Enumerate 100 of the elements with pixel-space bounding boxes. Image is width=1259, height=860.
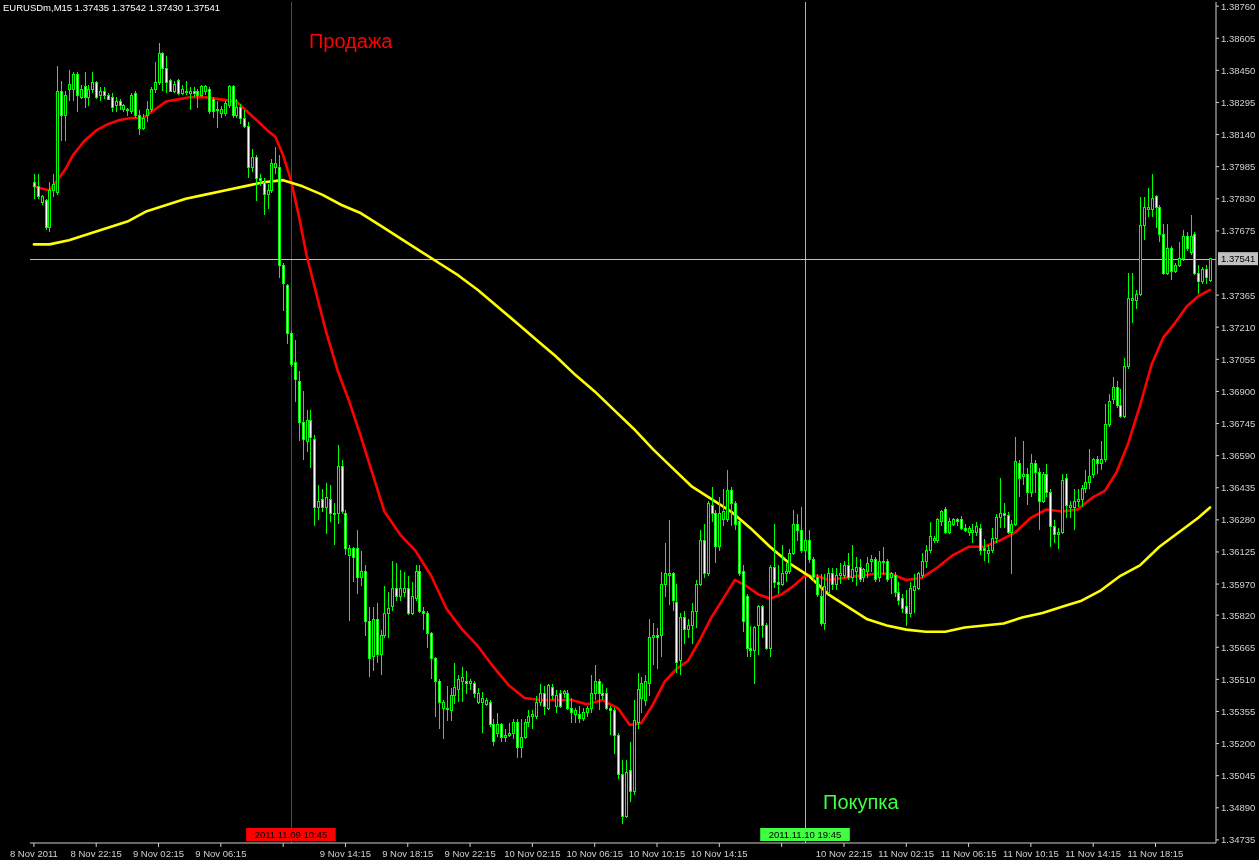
candlestick xyxy=(313,434,316,527)
ref-line-label: 2011.11.10 19:45 xyxy=(768,829,842,840)
candlestick xyxy=(944,506,947,535)
x-tick-label: 10 Nov 02:15 xyxy=(504,847,561,859)
y-tick-label: 1.35355 xyxy=(1221,705,1256,717)
x-tick-label: 9 Nov 14:15 xyxy=(319,847,372,859)
candlestick xyxy=(263,177,266,216)
candlestick xyxy=(208,86,211,115)
y-tick-label: 1.36745 xyxy=(1221,418,1256,430)
y-tick-label: 1.34890 xyxy=(1221,802,1256,814)
x-tick-label: 10 Nov 06:15 xyxy=(566,847,623,859)
candlestick xyxy=(481,691,484,734)
candlestick xyxy=(820,573,823,626)
candlestick xyxy=(971,523,974,544)
x-tick-label: 11 Nov 06:15 xyxy=(940,847,997,859)
y-tick-label: 1.35045 xyxy=(1221,770,1256,782)
candlestick xyxy=(1112,376,1115,405)
candlestick xyxy=(103,86,106,100)
candlestick xyxy=(56,65,59,196)
candlestick xyxy=(800,506,803,554)
candlestick xyxy=(239,103,242,125)
candlestick xyxy=(831,567,834,591)
y-tick-label: 1.38295 xyxy=(1221,96,1256,108)
candlestick xyxy=(956,517,959,527)
x-tick-label: 10 Nov 22:15 xyxy=(815,847,873,859)
ref-line-label: 2011.11.09 10:45 xyxy=(254,829,328,840)
x-tick-label: 10 Nov 14:15 xyxy=(691,847,748,859)
x-tick-label: 11 Nov 10:15 xyxy=(1002,847,1059,859)
x-tick-label: 11 Nov 14:15 xyxy=(1065,847,1122,859)
candlestick xyxy=(407,575,410,616)
y-tick-label: 1.38605 xyxy=(1221,32,1256,44)
y-tick-label: 1.35665 xyxy=(1221,641,1256,653)
line-series xyxy=(32,178,1212,634)
candlestick xyxy=(516,718,519,759)
y-tick-label: 1.36435 xyxy=(1221,482,1256,494)
candlestick xyxy=(309,409,312,469)
candlestick xyxy=(878,550,881,583)
x-tick-label: 9 Nov 18:15 xyxy=(382,847,434,859)
candlestick xyxy=(356,529,359,595)
y-tick-label: 1.37365 xyxy=(1221,289,1256,301)
x-tick-label: 9 Nov 06:15 xyxy=(195,847,247,859)
candlestick xyxy=(753,625,756,684)
candlestick xyxy=(177,78,180,96)
y-tick-label: 1.36900 xyxy=(1221,385,1256,397)
y-tick-label: 1.37210 xyxy=(1221,321,1256,333)
candlestick xyxy=(866,556,869,579)
y-tick-label: 1.37055 xyxy=(1221,353,1256,365)
candlestick xyxy=(142,113,145,131)
x-tick-label: 11 Nov 02:15 xyxy=(878,847,935,859)
candlestick xyxy=(508,722,511,738)
candlestick xyxy=(216,100,219,129)
candlestick xyxy=(391,560,394,612)
y-tick-label: 1.36125 xyxy=(1221,546,1256,558)
candlestick xyxy=(851,544,854,583)
candlestick xyxy=(960,515,963,531)
candlestick xyxy=(726,469,729,523)
x-tick-label: 9 Nov 22:15 xyxy=(444,847,496,859)
x-tick-label: 8 Nov 2011 xyxy=(9,847,58,859)
candlestick xyxy=(165,55,168,94)
y-tick-label: 1.34735 xyxy=(1221,834,1256,846)
candlestick xyxy=(859,558,862,583)
candlestick xyxy=(68,69,71,102)
candlestick xyxy=(757,604,760,655)
candlestick xyxy=(520,718,523,759)
candlestick xyxy=(111,92,114,113)
y-tick-label: 1.38760 xyxy=(1221,0,1256,12)
y-tick-label: 1.37830 xyxy=(1221,193,1256,205)
annotation: Покупка xyxy=(823,790,900,813)
candlestick xyxy=(232,84,235,119)
candlestick xyxy=(1092,457,1095,479)
y-tick-label: 1.35970 xyxy=(1221,578,1256,590)
candlestick xyxy=(76,71,79,113)
y-tick-label: 1.35200 xyxy=(1221,738,1256,750)
candlestick xyxy=(1073,488,1076,531)
candlestick xyxy=(835,567,838,591)
y-tick-label: 1.35820 xyxy=(1221,609,1256,621)
candlestick xyxy=(84,71,87,109)
candlestick xyxy=(578,705,581,724)
y-tick-label: 1.36280 xyxy=(1221,514,1256,526)
y-tick-label: 1.37985 xyxy=(1221,161,1256,173)
candlestick xyxy=(196,88,199,109)
candlestick xyxy=(122,103,125,113)
candlestick xyxy=(115,96,118,113)
candlestick xyxy=(33,173,36,200)
candlestick xyxy=(119,98,122,111)
candlestick xyxy=(547,683,550,711)
candlestick xyxy=(559,689,562,709)
y-tick-label: 1.35510 xyxy=(1221,673,1256,685)
candlestick xyxy=(1088,448,1091,490)
annotation: Продажа xyxy=(308,30,394,53)
candlestick xyxy=(1209,257,1212,283)
x-tick-label: 9 Nov 02:15 xyxy=(132,847,185,859)
candlestick xyxy=(543,685,546,716)
candlestick xyxy=(913,573,916,614)
y-tick-label: 1.36590 xyxy=(1221,450,1256,462)
candlestick xyxy=(130,92,133,115)
candlestick xyxy=(461,666,464,703)
candlestick xyxy=(1166,223,1169,276)
candlestick xyxy=(325,482,328,535)
candlestick xyxy=(173,80,176,94)
